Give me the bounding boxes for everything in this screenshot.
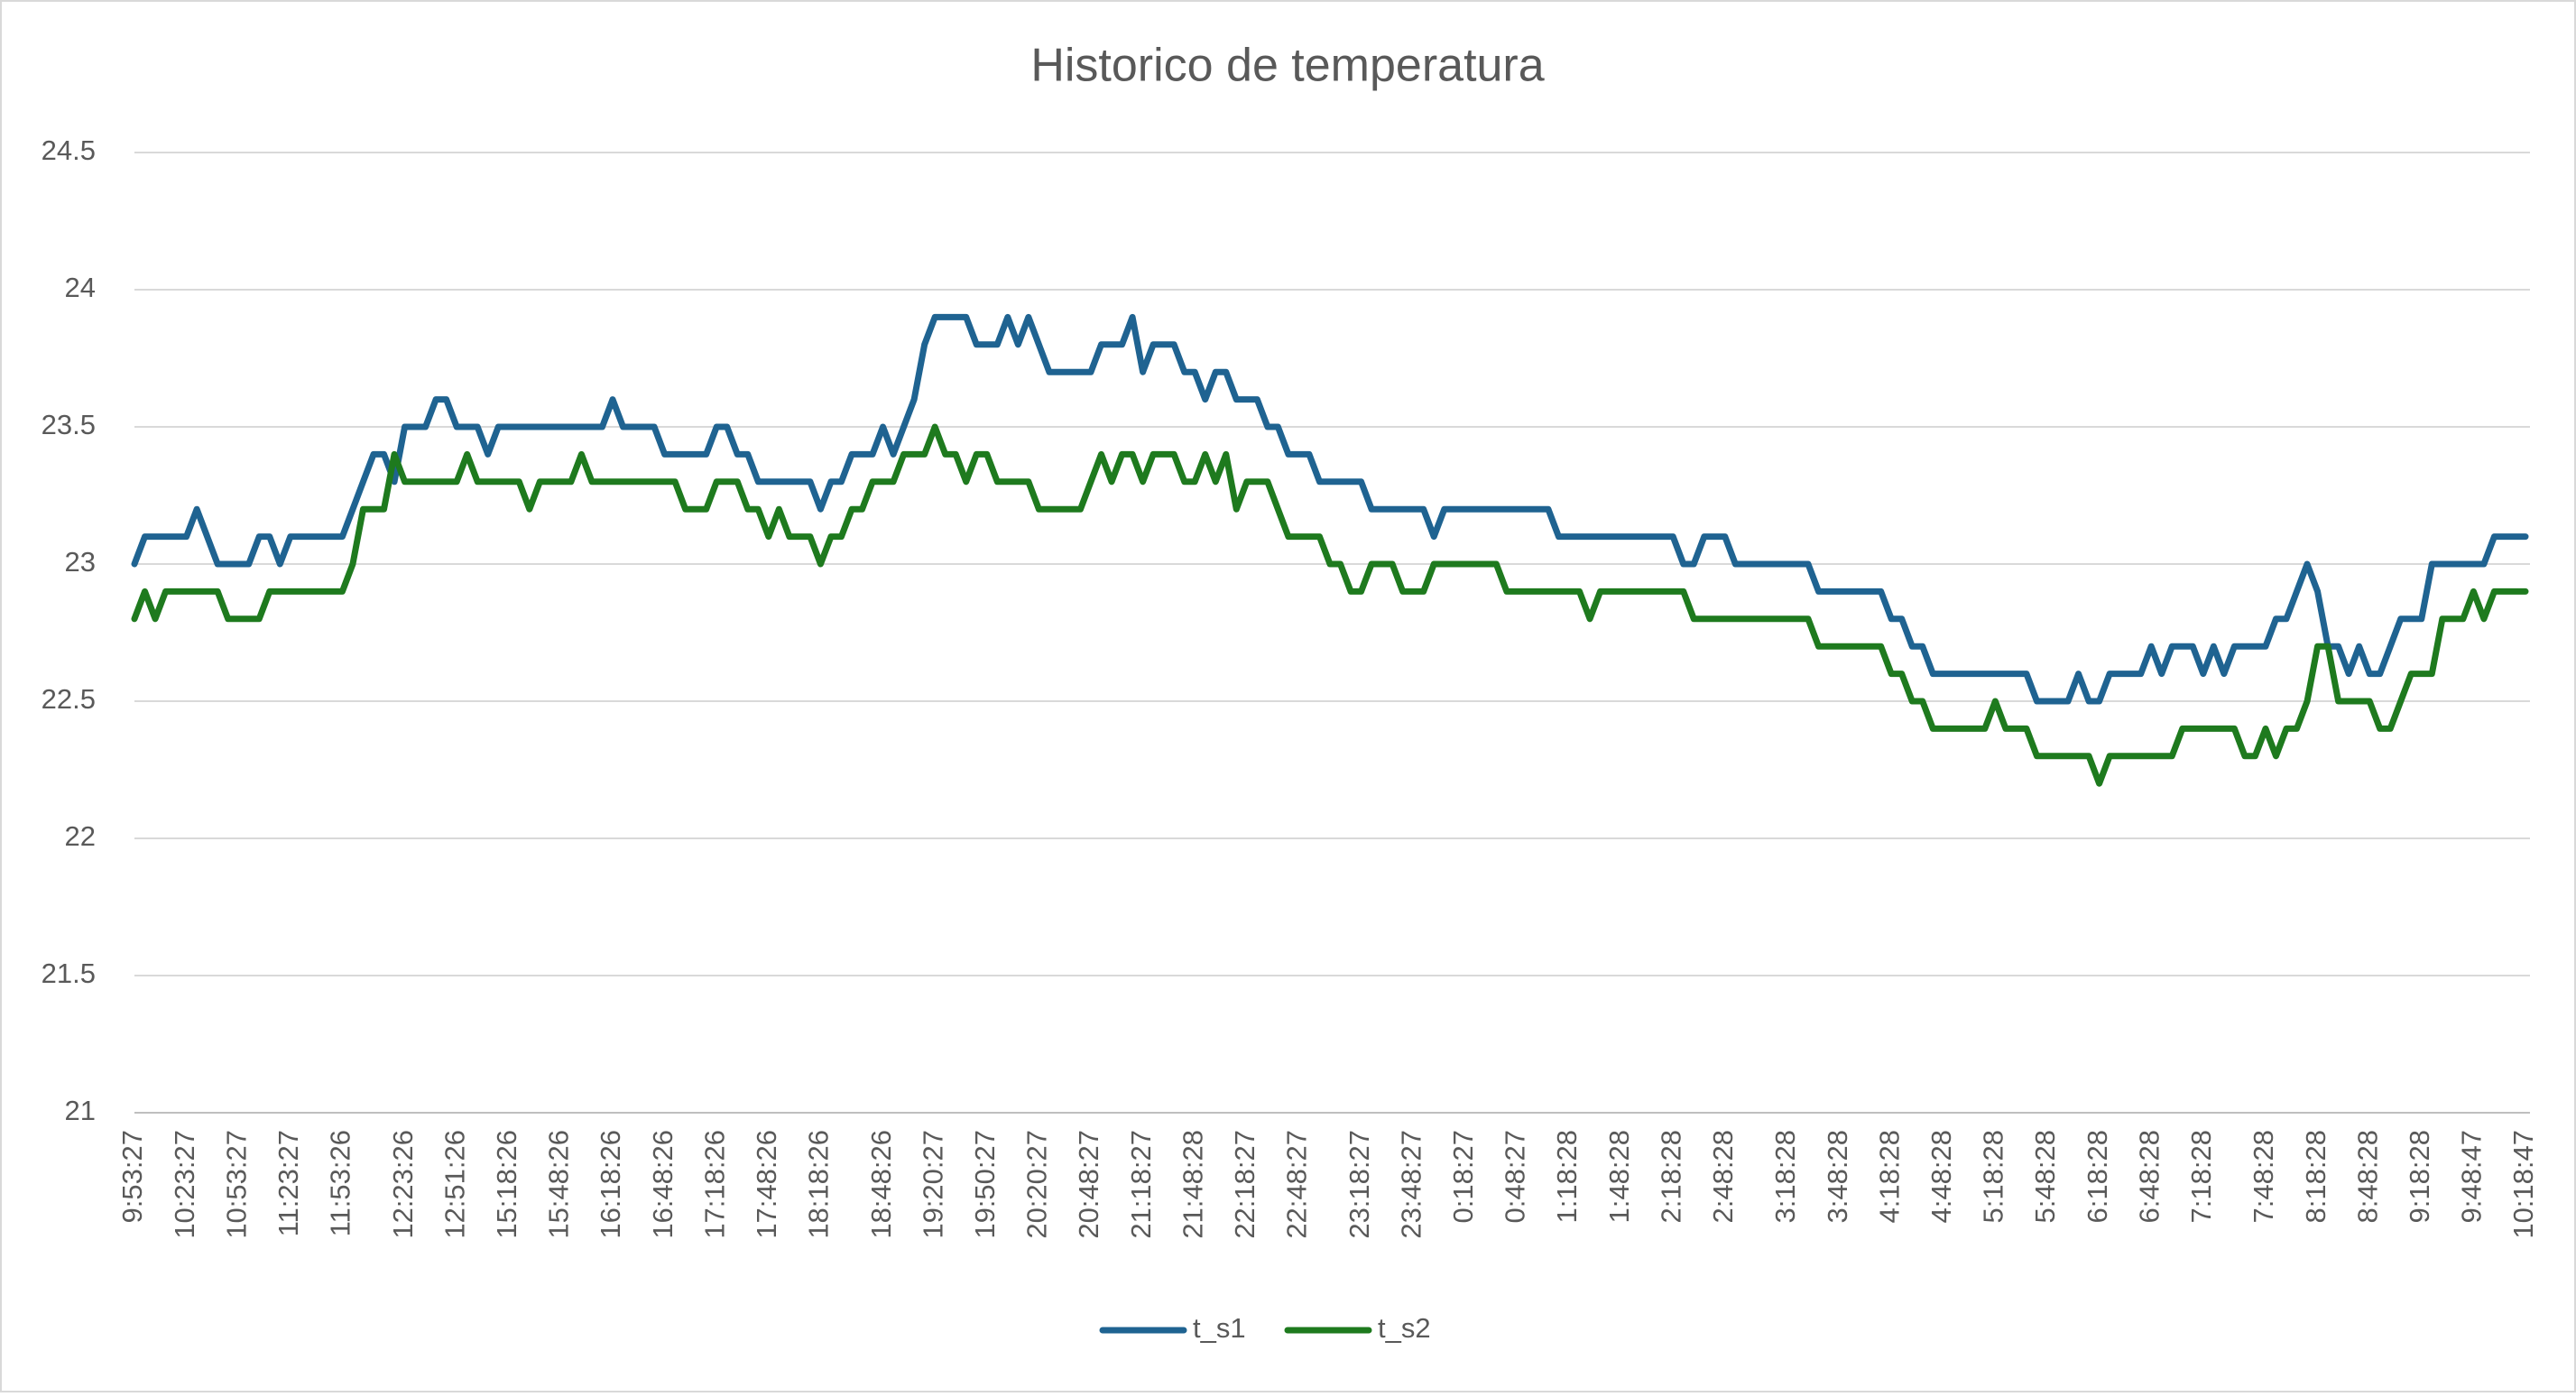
chart-title: Historico de temperatura	[1030, 40, 1544, 92]
x-tick-label: 15:48:26	[543, 1130, 575, 1239]
x-tick-label: 16:48:26	[647, 1130, 679, 1239]
y-tick-label: 22.5	[42, 683, 96, 715]
x-tick-label: 23:48:27	[1395, 1130, 1426, 1239]
x-tick-label: 7:18:28	[2185, 1130, 2217, 1223]
x-tick-label: 6:18:28	[2082, 1130, 2113, 1223]
x-tick-label: 1:48:28	[1603, 1130, 1635, 1223]
y-tick-label: 21	[65, 1095, 96, 1126]
x-tick-label: 10:18:47	[2507, 1130, 2539, 1239]
y-tick-label: 22	[65, 820, 96, 852]
x-tick-label: 20:48:27	[1073, 1130, 1104, 1239]
y-tick-label: 24.5	[42, 134, 96, 166]
x-tick-label: 8:48:28	[2351, 1130, 2383, 1223]
x-tick-label: 7:48:28	[2248, 1130, 2279, 1223]
x-tick-label: 18:48:26	[865, 1130, 897, 1239]
y-tick-label: 21.5	[42, 958, 96, 989]
x-tick-label: 4:48:28	[1925, 1130, 1957, 1223]
x-tick-label: 5:48:28	[2029, 1130, 2061, 1223]
x-tick-label: 22:48:27	[1281, 1130, 1313, 1239]
x-tick-label: 12:51:26	[439, 1130, 470, 1239]
x-tick-label: 9:48:47	[2456, 1130, 2488, 1223]
series-line	[131, 313, 2529, 705]
x-tick-label: 16:18:26	[595, 1130, 626, 1239]
y-tick-label: 23	[65, 546, 96, 578]
x-tick-label: 19:50:27	[969, 1130, 1001, 1239]
x-tick-label: 9:53:27	[116, 1130, 148, 1223]
x-tick-label: 20:20:27	[1021, 1130, 1053, 1239]
legend-label: t_s1	[1193, 1312, 1246, 1344]
y-tick-label: 23.5	[42, 409, 96, 440]
x-tick-label: 10:23:27	[169, 1130, 200, 1239]
x-tick-label: 10:53:27	[220, 1130, 252, 1239]
x-tick-label: 5:18:28	[1978, 1130, 2009, 1223]
y-tick-label: 24	[65, 272, 96, 303]
x-tick-label: 21:48:28	[1177, 1130, 1208, 1239]
x-tick-label: 1:18:28	[1551, 1130, 1583, 1223]
x-tick-label: 12:23:26	[387, 1130, 419, 1239]
x-tick-label: 11:53:26	[325, 1130, 356, 1236]
x-tick-label: 3:48:28	[1822, 1130, 1853, 1223]
x-tick-label: 2:18:28	[1655, 1130, 1686, 1223]
x-tick-label: 11:23:27	[272, 1130, 304, 1236]
x-tick-label: 2:48:28	[1707, 1130, 1739, 1223]
x-tick-label: 22:18:27	[1229, 1130, 1260, 1239]
x-tick-label: 9:18:28	[2404, 1130, 2435, 1223]
legend-label: t_s2	[1378, 1312, 1431, 1344]
x-tick-label: 17:48:26	[751, 1130, 782, 1239]
x-tick-label: 0:48:27	[1500, 1130, 1531, 1223]
x-tick-label: 23:18:27	[1343, 1130, 1375, 1239]
series-line	[131, 423, 2529, 787]
x-tick-label: 3:18:28	[1769, 1130, 1801, 1223]
x-tick-label: 21:18:27	[1125, 1130, 1157, 1239]
x-tick-label: 17:18:26	[698, 1130, 730, 1239]
x-tick-label: 19:20:27	[917, 1130, 948, 1239]
x-tick-label: 15:18:26	[491, 1130, 522, 1239]
x-tick-label: 6:48:28	[2133, 1130, 2165, 1223]
x-tick-label: 8:18:28	[2300, 1130, 2331, 1223]
x-tick-label: 4:18:28	[1873, 1130, 1905, 1223]
x-tick-label: 18:18:26	[803, 1130, 835, 1239]
x-tick-label: 0:18:27	[1447, 1130, 1479, 1223]
